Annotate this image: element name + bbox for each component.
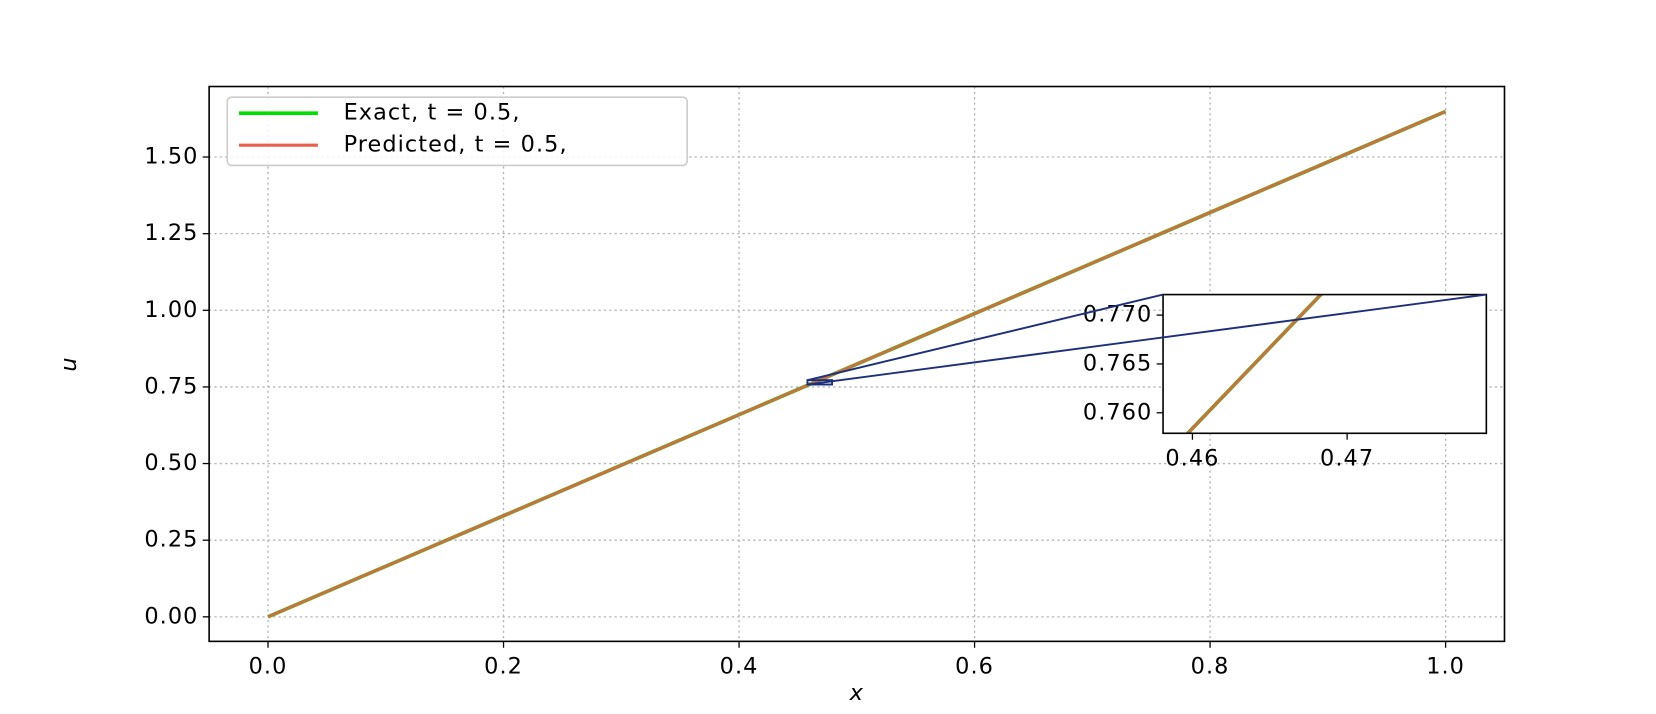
x-tick-label: 0.6 — [955, 653, 994, 679]
axes-frame — [1162, 293, 1488, 435]
x-tick-label: 0.8 — [1191, 653, 1230, 679]
y-tick-label: 0.765 — [1083, 350, 1152, 376]
x-tick-label: 0.46 — [1165, 445, 1219, 471]
x-tick-label: 1.0 — [1426, 653, 1465, 679]
y-tick-label: 1.50 — [144, 144, 198, 170]
zoom-indicator — [806, 379, 834, 386]
legend-box — [226, 96, 688, 167]
y-tick-label: 0.75 — [144, 373, 198, 399]
x-tick-label: 0.47 — [1320, 445, 1374, 471]
plot-lines — [267, 109, 1447, 619]
x-axis-label: x — [849, 680, 864, 706]
y-tick-label: 1.25 — [144, 220, 198, 246]
x-tick-label: 0.2 — [484, 653, 523, 679]
plot-lines — [1185, 294, 1324, 434]
data-line — [267, 109, 1447, 619]
y-tick-label: 0.00 — [144, 603, 198, 629]
y-axis-label: u — [56, 356, 82, 371]
x-tick-label: 0.0 — [249, 653, 288, 679]
y-tick-label: 1.00 — [144, 297, 198, 323]
data-line — [1185, 294, 1324, 434]
zoom-connector — [807, 293, 1487, 386]
axes-frame — [208, 85, 1506, 643]
inset-background — [1163, 294, 1487, 434]
y-tick-label: 0.50 — [144, 450, 198, 476]
legend-label: Predicted, t = 0.5, — [344, 132, 568, 158]
legend-label: Exact, t = 0.5, — [344, 100, 521, 126]
y-tick-label: 0.25 — [144, 527, 198, 553]
x-tick-label: 0.4 — [720, 653, 759, 679]
zoom-connector — [807, 293, 1164, 382]
y-tick-label: 0.760 — [1083, 399, 1152, 425]
